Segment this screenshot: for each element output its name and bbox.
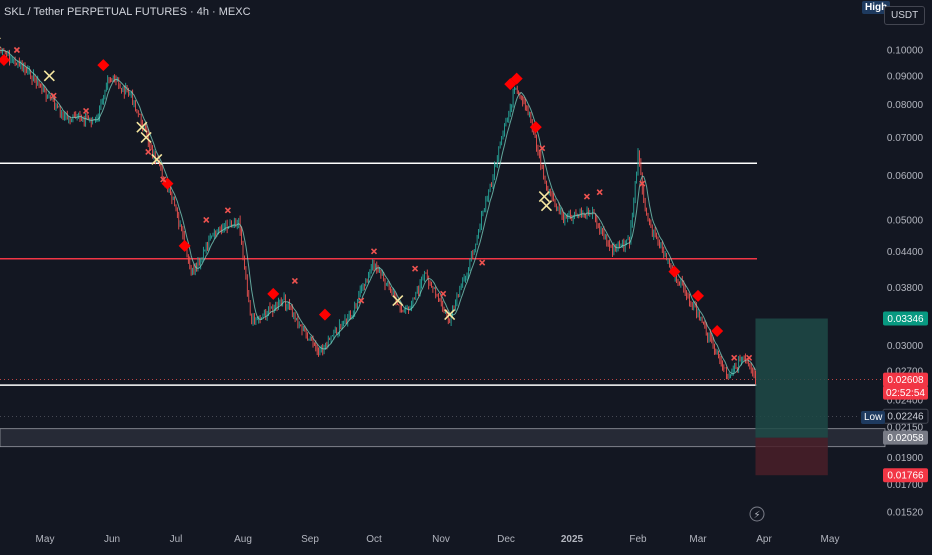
price-badge-stop: 0.01766	[883, 468, 928, 482]
price-badge-entry: 0.02058	[883, 431, 928, 445]
price-badge-target: 0.03346	[883, 311, 928, 325]
x-tick-label: Feb	[629, 534, 647, 545]
badge-label: 0.03346	[887, 314, 924, 325]
y-tick-label: 0.10000	[887, 46, 924, 57]
price-badge-current: 0.02608	[883, 373, 928, 387]
x-tick-label: Jul	[170, 534, 183, 545]
y-tick-label: 0.03800	[887, 283, 924, 294]
y-tick-label: 0.08000	[887, 100, 924, 111]
x-tick-label: Sep	[301, 534, 319, 545]
badge-label: 0.02246	[887, 412, 924, 423]
y-tick-label: 0.06000	[887, 171, 924, 182]
x-tick-label: Oct	[366, 534, 382, 545]
currency-button[interactable]: USDT	[884, 6, 925, 25]
x-tick-label: 2025	[561, 534, 584, 545]
badge-label: 0.02608	[887, 375, 924, 386]
y-tick-label: 0.04400	[887, 247, 924, 258]
y-tick-label: 0.01900	[887, 453, 924, 464]
target-zone	[755, 318, 827, 437]
badge-label: 02:52:54	[886, 388, 925, 399]
price-badge-countdown: 02:52:54	[883, 386, 928, 400]
badge-label: 0.02058	[887, 433, 924, 444]
y-tick-label: 0.01520	[887, 508, 924, 519]
lightning-icon[interactable]: ⚡	[753, 510, 760, 521]
badge-label: 0.01766	[887, 471, 924, 482]
x-tick-label: Nov	[432, 534, 450, 545]
x-tick-label: Mar	[689, 534, 707, 545]
y-tick-label: 0.09000	[887, 71, 924, 82]
symbol-title: SKL / Tether PERPETUAL FUTURES · 4h · ME…	[4, 6, 251, 18]
x-tick-label: Aug	[234, 534, 252, 545]
low-badge: Low	[861, 411, 885, 424]
y-tick-label: 0.03000	[887, 341, 924, 352]
x-tick-label: Dec	[497, 534, 515, 545]
price-badge-low: 0.02246	[883, 409, 928, 423]
stop-zone	[755, 438, 827, 476]
x-tick-label: Jun	[104, 534, 120, 545]
entry-zone-band	[0, 429, 885, 447]
y-tick-label: 0.05000	[887, 215, 924, 226]
y-tick-label: 0.07000	[887, 133, 924, 144]
x-tick-label: May	[821, 534, 840, 545]
x-tick-label: May	[36, 534, 55, 545]
x-tick-label: Apr	[756, 534, 772, 545]
